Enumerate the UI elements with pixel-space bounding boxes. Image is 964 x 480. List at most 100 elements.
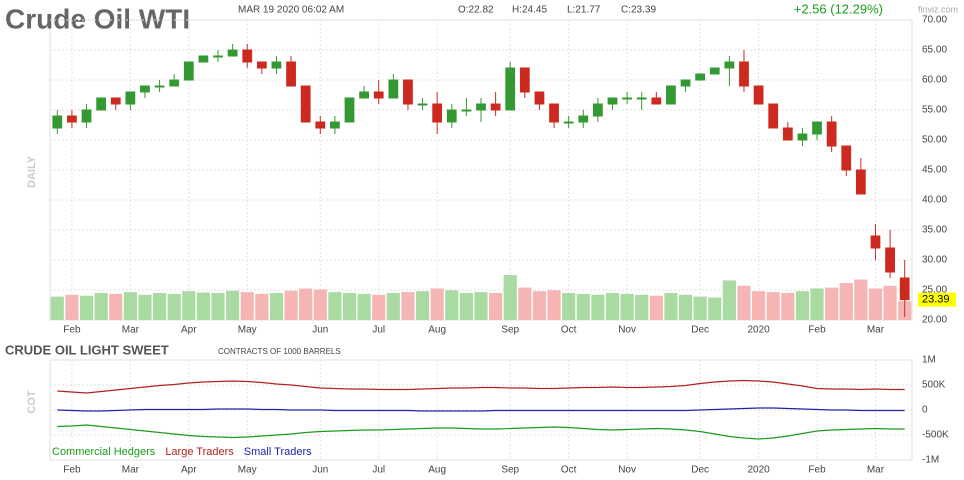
x-tick-label: Oct [561,325,577,336]
volume-bar [532,291,547,320]
volume-bar [737,285,751,320]
watermark: finviz.com [918,4,958,14]
candle-body [96,97,107,111]
x-tick-label: 2020 [747,325,770,336]
volume-bar [605,293,620,320]
candle-body [242,49,253,63]
candle-body [841,145,852,171]
volume-bar [459,293,473,320]
volume-bar [386,293,400,320]
last-price-box [918,292,956,307]
ohlc-close: C:23.39 [621,5,656,16]
candle-body [330,121,340,129]
candle-body [461,109,472,112]
candle-body [666,85,676,105]
x-tick-label: Jul [372,325,385,336]
last-price-label: 23.39 [922,294,950,306]
candle-body [812,121,822,135]
candle-body [256,61,267,69]
candle-body [899,277,910,301]
volume-bar [883,285,897,320]
y-tick-label: 70.00 [922,15,947,26]
candle-body [271,61,282,69]
candle-body [709,67,720,75]
volume-bar [299,288,313,320]
candle-body [534,91,545,105]
volume-bar [153,293,167,320]
x-tick-label: Feb [808,325,826,336]
y-tick-label: 1M [922,355,936,366]
y-tick-label: 30.00 [922,255,947,266]
volume-bar [284,290,298,320]
x-tick-label: May [238,325,257,336]
volume-bar [635,294,649,320]
volume-bar [693,296,707,320]
volume-bar [65,294,79,320]
y-tick-label: 60.00 [922,75,947,86]
candle-body [505,67,516,111]
candle-body [578,115,589,123]
x-tick-label: Jun [312,465,328,476]
candle-body [125,91,136,105]
volume-bar [766,292,780,320]
change-label: +2.56 (12.29%) [794,1,883,16]
x-tick-label: 2020 [747,465,770,476]
volume-bar [489,293,503,320]
x-tick-label: Feb [808,465,826,476]
legend-entry: Large Traders [165,446,234,458]
y-axis-label: DAILY [26,155,38,188]
x-tick-label: Mar [867,465,885,476]
x-tick-label: Jul [372,465,385,476]
x-tick-label: Apr [181,325,197,336]
series-line [57,407,905,412]
cot-subtitle: CONTRACTS OF 1000 BARRELS [218,347,341,356]
volume-bar [123,292,137,320]
volume-bar [167,293,181,320]
candle-body [768,103,779,129]
volume-bar [591,294,605,320]
y-tick-label: 20.00 [922,315,947,326]
y-tick-label: 0 [922,405,928,416]
candle-body [52,115,63,129]
volume-bar [752,291,766,320]
candle-body [592,103,603,117]
candle-body [300,85,311,123]
volume-bar [79,295,94,320]
volume-bar [357,293,371,320]
volume-bar [474,292,488,320]
volume-bar [518,287,532,320]
y-tick-label: 65.00 [922,45,947,56]
candle-body [344,97,355,123]
x-tick-label: Nov [618,465,636,476]
volume-bar [503,275,517,320]
candle-body [286,61,296,87]
volume-bar [138,294,152,320]
y-tick-label: 50.00 [922,135,947,146]
x-tick-label: Aug [428,465,446,476]
candle-body [417,103,428,106]
y-tick-label: 55.00 [922,105,947,116]
volume-bar [708,297,722,320]
legend-entry: Small Traders [244,446,312,458]
candle-body [67,115,77,123]
x-tick-label: Sep [501,465,519,476]
y-tick-label: 40.00 [922,195,947,206]
volume-bar [196,292,210,320]
x-tick-label: May [238,465,257,476]
volume-bar [342,293,357,320]
date-label: MAR 19 2020 06:02 AM [238,5,344,16]
x-tick-label: Jun [312,325,328,336]
candle-body [724,61,735,69]
x-tick-label: Sep [501,325,519,336]
y-tick-label: -500K [922,430,949,441]
volume-bar [328,292,342,320]
candle-body [476,103,486,111]
volume-bar [678,294,693,320]
legend-entry: Commercial Hedgers [52,446,156,458]
cot-title: CRUDE OIL LIGHT SWEET [5,342,169,357]
candle-body [432,103,443,123]
volume-bar [430,288,444,320]
candle-body [110,97,121,105]
x-tick-label: Dec [691,325,709,336]
